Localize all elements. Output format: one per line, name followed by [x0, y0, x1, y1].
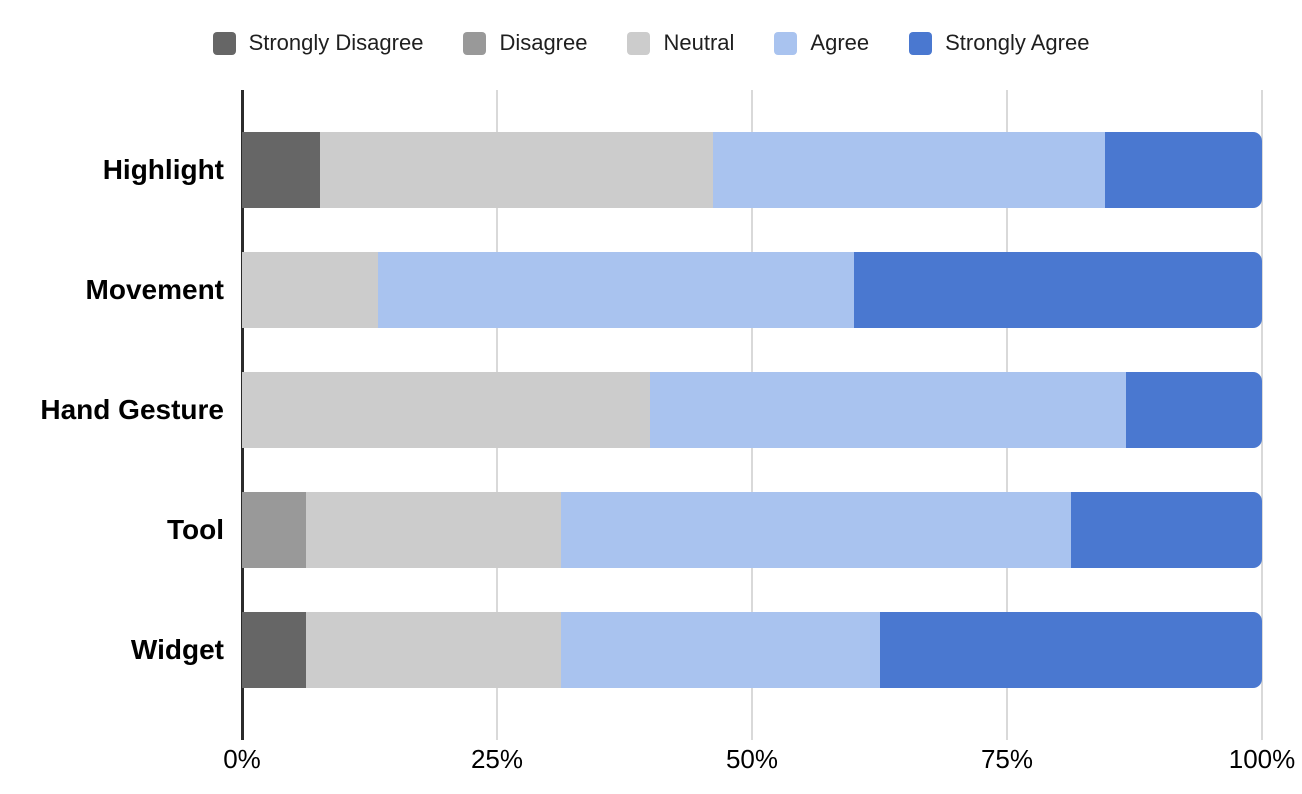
bar-track	[242, 612, 1262, 688]
stacked-bar-highlight	[242, 132, 1262, 208]
stacked-bar-tool	[242, 492, 1262, 568]
gridline-100	[1261, 90, 1263, 740]
category-label: Movement	[85, 274, 224, 305]
legend-item-neutral: Neutral	[627, 30, 734, 56]
x-axis-tick-labels: 0% 25% 50% 75% 100%	[223, 744, 1295, 784]
legend-label: Strongly Agree	[945, 30, 1090, 55]
legend-item-agree: Agree	[774, 30, 869, 56]
bar-track	[242, 252, 1262, 328]
legend-label: Disagree	[499, 30, 588, 55]
x-axis-label-50-: 50%	[725, 744, 779, 774]
bar-track	[242, 492, 1262, 568]
stacked-bar-hand-gesture	[242, 372, 1262, 448]
chart-legend: Strongly Disagree Disagree Neutral Agree Str…	[0, 0, 1302, 58]
bar-segment-neutral	[242, 252, 378, 328]
bar-segment-strongly-disagree	[242, 612, 306, 688]
legend-item-disagree: Disagree	[463, 30, 587, 56]
bar-segment-agree	[377, 252, 854, 328]
category-label: Highlight	[102, 154, 224, 185]
chart-rows: Highlight Movement Hand Gesture Tool Widget	[0, 90, 1302, 730]
bar-segment-neutral	[320, 132, 713, 208]
bar-segment-strongly-agree	[1126, 372, 1262, 448]
chart-row-highlight: Highlight	[0, 110, 1302, 230]
chart-row-tool: Tool	[0, 470, 1302, 590]
category-label: Hand Gesture	[40, 394, 224, 425]
bar-segment-strongly-agree	[853, 252, 1262, 328]
legend-label: Agree	[810, 30, 870, 55]
bar-segment-strongly-agree	[1105, 132, 1262, 208]
legend-label: Strongly Disagree	[248, 30, 424, 55]
bar-segment-strongly-agree	[1070, 492, 1262, 568]
stacked-bar-widget	[242, 612, 1262, 688]
x-axis-label-100-: 100%	[1228, 744, 1296, 774]
bar-segment-neutral	[242, 372, 650, 448]
legend-swatch-icon	[212, 31, 236, 55]
chart-row-hand-gesture: Hand Gesture	[0, 350, 1302, 470]
x-axis-label-25-: 25%	[470, 744, 524, 774]
bar-segment-agree	[712, 132, 1105, 208]
x-axis-label-0-: 0%	[223, 744, 261, 774]
bar-segment-strongly-agree	[879, 612, 1262, 688]
legend-item-strongly-disagree: Strongly Disagree	[212, 30, 424, 56]
category-label: Tool	[166, 514, 224, 545]
legend-swatch-icon	[909, 31, 933, 55]
category-label: Widget	[130, 634, 224, 665]
bar-segment-agree	[650, 372, 1127, 448]
bar-segment-agree	[560, 612, 880, 688]
bar-segment-neutral	[305, 612, 561, 688]
bar-segment-neutral	[305, 492, 561, 568]
stacked-bar-movement	[242, 252, 1262, 328]
legend-item-strongly-agree: Strongly Agree	[909, 30, 1089, 56]
bar-segment-agree	[560, 492, 1071, 568]
bar-segment-strongly-disagree	[242, 132, 321, 208]
bar-track	[242, 132, 1262, 208]
legend-swatch-icon	[774, 31, 798, 55]
bar-segment-disagree	[242, 492, 306, 568]
x-axis-label-75-: 75%	[980, 744, 1034, 774]
chart-row-widget: Widget	[0, 590, 1302, 710]
legend-swatch-icon	[463, 31, 487, 55]
chart-plot-area: Highlight Movement Hand Gesture Tool Widget	[0, 90, 1302, 740]
bar-track	[242, 372, 1262, 448]
chart-row-movement: Movement	[0, 230, 1302, 350]
legend-swatch-icon	[627, 31, 651, 55]
legend-label: Neutral	[663, 30, 735, 55]
